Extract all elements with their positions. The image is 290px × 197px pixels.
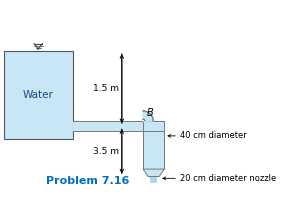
Bar: [151, 177, 157, 183]
Text: 20 cm diameter nozzle: 20 cm diameter nozzle: [180, 174, 276, 183]
Bar: [4, 51, 73, 139]
Text: 40 cm diameter: 40 cm diameter: [180, 131, 247, 140]
Text: 3.5 m: 3.5 m: [93, 147, 119, 156]
Text: Water: Water: [23, 90, 54, 100]
Polygon shape: [143, 111, 153, 121]
Bar: [73, 121, 164, 131]
Polygon shape: [143, 169, 164, 177]
Text: 1.5 m: 1.5 m: [93, 84, 119, 93]
Bar: [143, 121, 164, 169]
Text: Problem 7.16: Problem 7.16: [46, 176, 129, 186]
Text: B: B: [147, 108, 153, 118]
